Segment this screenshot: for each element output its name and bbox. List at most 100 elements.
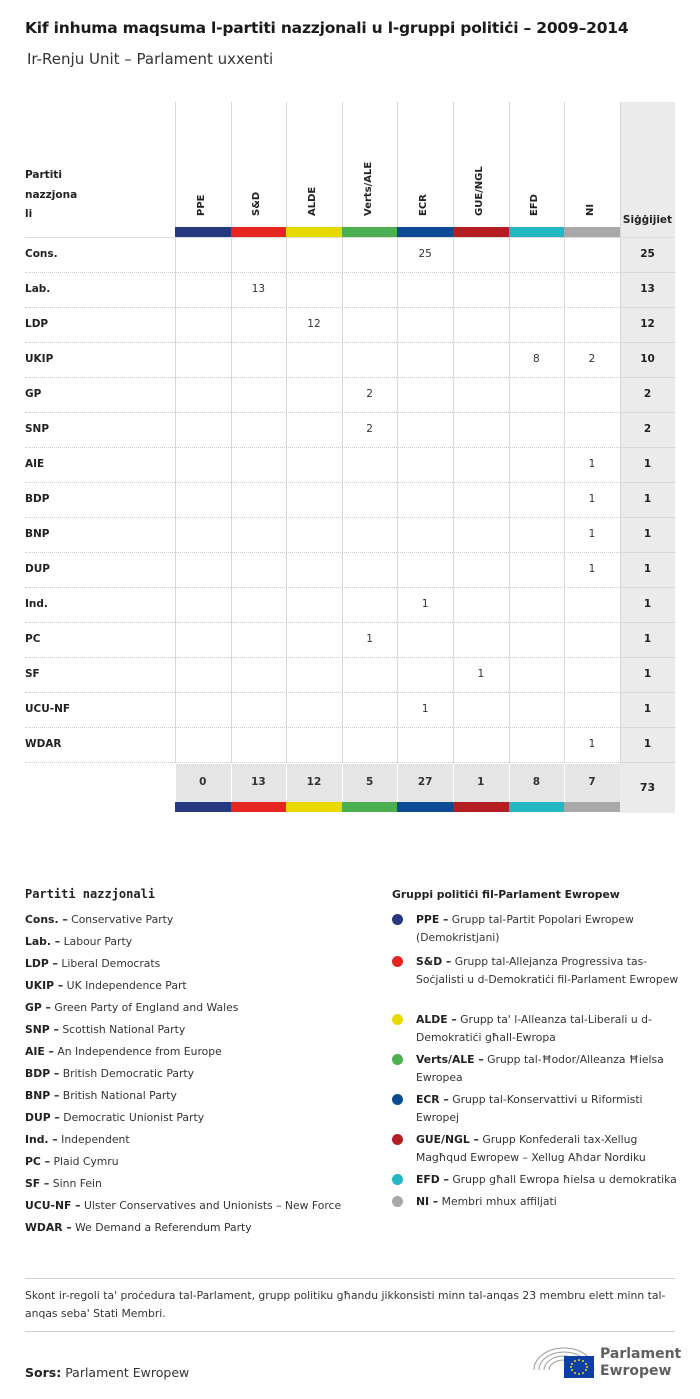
column-divider (453, 102, 454, 763)
column-color-bar (341, 227, 398, 237)
column-color-bar (397, 802, 453, 812)
table-cell: 2 (366, 423, 373, 435)
legend-item: BDP – British Democratic Party (25, 1067, 195, 1080)
total-column-background (620, 102, 675, 813)
column-divider (619, 102, 621, 763)
column-divider (230, 102, 232, 763)
column-total-value: 0 (199, 776, 207, 788)
column-divider (397, 102, 399, 763)
row-total: 1 (643, 633, 652, 645)
column-header: ECR (418, 194, 430, 216)
page-subtitle: Ir-Renju Unit – Parlament uxxenti (27, 50, 274, 68)
column-total-cell (231, 764, 287, 802)
row-party-label: SF (25, 668, 40, 680)
row-party-label: Lab. (25, 283, 51, 295)
logo-text: Parlament Ewropew (600, 1346, 682, 1379)
group-color-dot (392, 1094, 403, 1105)
row-party-label: SNP (25, 423, 50, 435)
row-divider (25, 412, 675, 413)
legend-item: DUP – Democratic Unionist Party (25, 1111, 205, 1124)
row-party-label: UKIP (25, 353, 54, 365)
column-color-bar (397, 227, 453, 237)
group-description: NI – Membri mhux affiljati (416, 1195, 557, 1208)
row-divider (25, 762, 675, 763)
row-total: 12 (640, 318, 655, 330)
row-divider (25, 447, 675, 448)
column-divider (175, 102, 176, 763)
divider (25, 1278, 675, 1279)
row-divider (25, 727, 675, 728)
legend-item: SF – Sinn Fein (25, 1177, 102, 1190)
row-divider (25, 517, 675, 518)
row-party-label: BDP (25, 493, 50, 505)
row-party-label: WDAR (25, 738, 62, 750)
row-header: Partiti nazzjona li (25, 169, 78, 220)
row-party-label: UCU-NF (25, 703, 71, 715)
table-cell: 2 (588, 353, 596, 365)
column-color-bar (564, 227, 620, 237)
column-divider (341, 102, 343, 763)
group-description: GUE/NGL – Grupp Konfederali tax-Xellug M… (416, 1133, 646, 1164)
groups-legend-title: Gruppi politiċi fil-Parlament Ewropew (392, 888, 620, 901)
row-total: 1 (643, 493, 652, 505)
row-divider (25, 342, 675, 343)
column-color-bar (508, 802, 565, 812)
row-party-label: DUP (25, 563, 50, 575)
group-color-dot (392, 1196, 403, 1207)
column-total-value: 27 (417, 776, 433, 788)
table-cell: 12 (307, 318, 321, 330)
row-party-label: PC (25, 633, 41, 645)
column-color-bar (564, 802, 620, 812)
page-title: Kif inhuma maqsuma l-partiti nazzjonali … (25, 19, 629, 37)
column-color-bar (341, 802, 398, 812)
legend-item: WDAR – We Demand a Referendum Party (25, 1221, 252, 1234)
group-description: S&D – Grupp tal-Allejanza Progressiva ta… (416, 955, 679, 986)
table-cell: 1 (477, 668, 485, 680)
table-cell: 25 (418, 248, 432, 260)
table-cell: 13 (251, 283, 266, 295)
column-divider (564, 102, 566, 763)
legend-item: GP – Green Party of England and Wales (25, 1001, 239, 1014)
table-cell: 1 (421, 703, 429, 715)
row-total: 1 (643, 668, 652, 680)
row-total: 2 (643, 388, 652, 400)
row-party-label: GP (25, 388, 42, 400)
grand-total: 73 (639, 781, 656, 794)
row-total: 1 (643, 738, 652, 750)
legend-item: Cons. – Conservative Party (25, 913, 174, 926)
legend-item: SNP – Scottish National Party (25, 1023, 186, 1036)
legend-item: Ind. – Independent (25, 1133, 130, 1146)
legend-item: BNP – British National Party (25, 1089, 177, 1102)
header-rule (25, 237, 675, 238)
column-total-cell (287, 764, 342, 802)
group-color-dot (392, 1014, 403, 1025)
source-label: Sors: (25, 1365, 62, 1380)
divider (25, 1331, 675, 1332)
table-cell: 2 (366, 388, 373, 400)
table-cell: 1 (421, 598, 429, 610)
legend-item: Lab. – Labour Party (25, 935, 133, 948)
row-party-label: BNP (25, 528, 50, 540)
row-total: 13 (640, 283, 655, 295)
row-party-label: LDP (25, 318, 49, 330)
column-header: EFD (529, 194, 541, 216)
source: Sors: Parlament Ewropew (25, 1365, 189, 1380)
row-total: 2 (643, 423, 652, 435)
row-divider (25, 307, 675, 308)
column-total-value: 12 (306, 776, 322, 788)
column-total-cell (342, 764, 398, 802)
column-color-bar (230, 802, 287, 812)
row-divider (25, 692, 675, 693)
row-divider (25, 377, 675, 378)
row-divider (25, 657, 675, 658)
table-cell: 1 (588, 493, 596, 505)
group-description: EFD – Grupp għall Ewropa ħielsa u demokr… (416, 1173, 677, 1186)
column-color-bar (453, 802, 509, 812)
group-color-dot (392, 1054, 403, 1065)
row-divider (25, 552, 675, 553)
column-header: ALDE (307, 186, 318, 216)
row-party-label: AIE (25, 458, 45, 470)
column-total-cell (565, 764, 620, 802)
column-color-bar (230, 227, 287, 237)
group-description: ALDE – Grupp ta' l-Alleanza tal-Liberali… (416, 1013, 652, 1044)
